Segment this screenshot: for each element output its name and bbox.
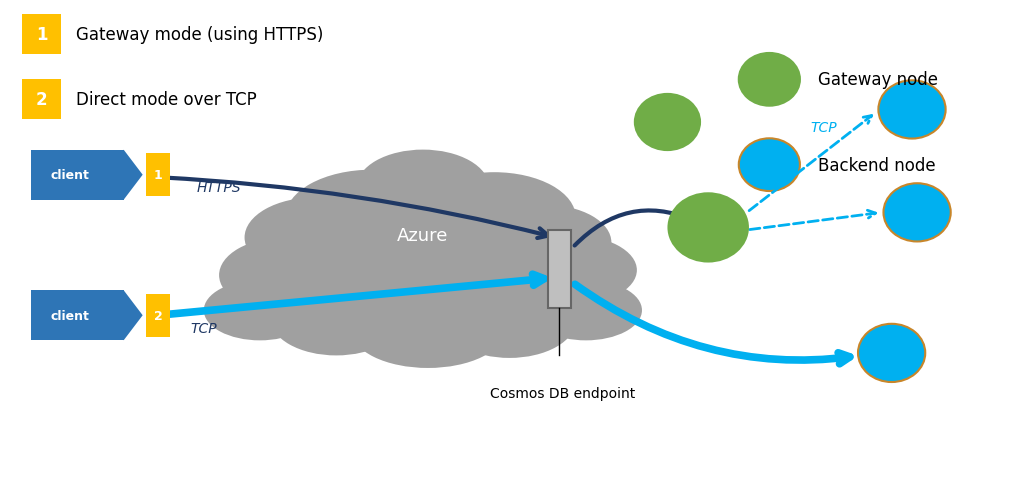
FancyBboxPatch shape — [548, 230, 571, 308]
Ellipse shape — [219, 238, 352, 313]
Ellipse shape — [443, 283, 576, 358]
Ellipse shape — [504, 235, 637, 306]
Ellipse shape — [883, 184, 951, 242]
Ellipse shape — [858, 324, 925, 382]
Text: 2: 2 — [36, 91, 48, 109]
Text: client: client — [50, 309, 89, 322]
Text: Backend node: Backend node — [818, 156, 935, 174]
Ellipse shape — [357, 150, 489, 225]
FancyBboxPatch shape — [22, 80, 61, 120]
Ellipse shape — [479, 205, 611, 281]
Text: Azure: Azure — [397, 226, 448, 244]
Text: Cosmos DB endpoint: Cosmos DB endpoint — [490, 386, 635, 400]
Text: TCP: TCP — [810, 121, 837, 135]
FancyBboxPatch shape — [22, 15, 61, 55]
FancyBboxPatch shape — [31, 291, 123, 341]
FancyBboxPatch shape — [146, 154, 170, 197]
Text: Direct mode over TCP: Direct mode over TCP — [76, 91, 257, 109]
Ellipse shape — [878, 81, 946, 139]
Ellipse shape — [285, 170, 459, 266]
Text: client: client — [50, 169, 89, 182]
Ellipse shape — [245, 198, 387, 278]
Ellipse shape — [530, 281, 642, 341]
Ellipse shape — [352, 293, 504, 368]
Ellipse shape — [311, 200, 545, 331]
FancyBboxPatch shape — [31, 150, 123, 200]
Ellipse shape — [204, 281, 316, 341]
Polygon shape — [123, 291, 143, 341]
Text: Gateway node: Gateway node — [818, 71, 938, 89]
Text: 1: 1 — [154, 169, 162, 182]
Ellipse shape — [667, 193, 749, 263]
Ellipse shape — [739, 54, 800, 107]
Text: 2: 2 — [154, 309, 162, 322]
Text: Gateway mode (using HTTPS): Gateway mode (using HTTPS) — [76, 26, 324, 44]
Ellipse shape — [413, 173, 576, 263]
FancyBboxPatch shape — [146, 294, 170, 337]
Ellipse shape — [634, 94, 701, 152]
Text: TCP: TCP — [191, 321, 217, 335]
Text: 1: 1 — [36, 26, 48, 44]
Ellipse shape — [270, 281, 403, 356]
Polygon shape — [123, 150, 143, 200]
Text: HTTPS: HTTPS — [197, 181, 242, 195]
Ellipse shape — [739, 139, 800, 191]
